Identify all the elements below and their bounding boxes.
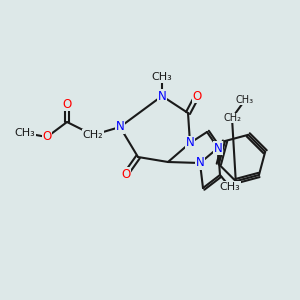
Text: CH₃: CH₃ [152, 72, 172, 82]
Text: O: O [62, 98, 72, 110]
Text: CH₃: CH₃ [15, 128, 35, 138]
Text: N: N [214, 142, 222, 154]
Text: N: N [196, 157, 204, 169]
Text: N: N [158, 89, 166, 103]
Text: CH₃: CH₃ [236, 95, 254, 105]
Text: CH₂: CH₂ [223, 113, 241, 123]
Text: N: N [186, 136, 194, 149]
Text: O: O [192, 89, 202, 103]
Text: CH₂: CH₂ [83, 130, 103, 140]
Text: O: O [42, 130, 52, 143]
Text: CH₃: CH₃ [220, 182, 240, 192]
Text: O: O [122, 167, 130, 181]
Text: N: N [116, 121, 124, 134]
